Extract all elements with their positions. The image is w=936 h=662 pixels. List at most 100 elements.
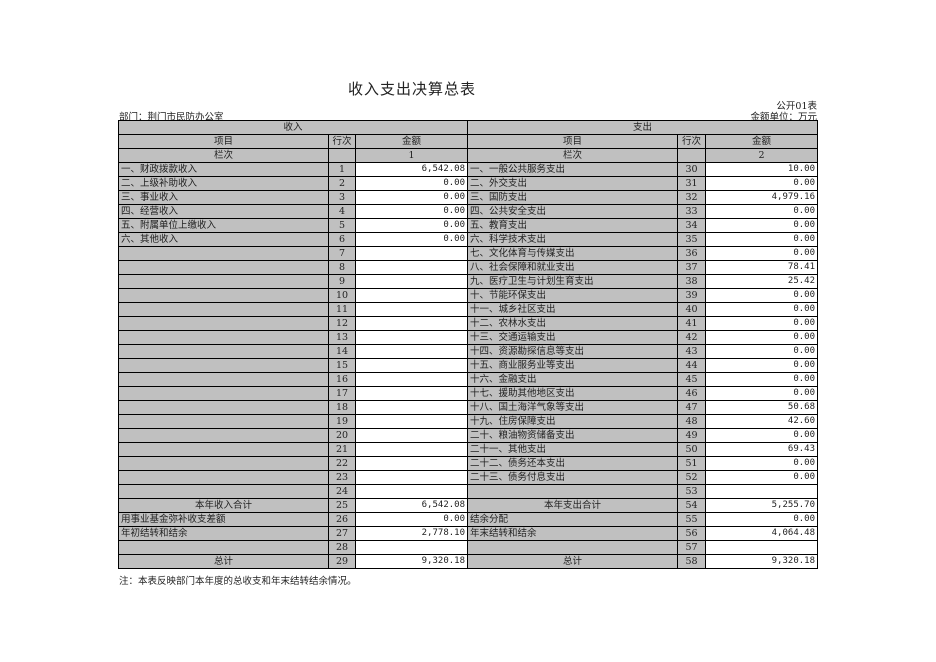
income-item: [118, 540, 329, 555]
income-amount: [355, 260, 468, 275]
income-item: [118, 260, 329, 275]
expense-column-number: 2: [705, 148, 818, 163]
table-row: 12 十二、农林水支出 41 0.00: [118, 316, 818, 331]
expense-amount: 50.68: [705, 400, 818, 415]
expense-amount: 0.00: [705, 204, 818, 219]
income-row-no: 5: [328, 218, 356, 233]
income-row-no: 18: [328, 400, 356, 415]
income-amount: [355, 400, 468, 415]
table-row: 21 二十一、其他支出 50 69.43: [118, 442, 818, 457]
expense-amount: 69.43: [705, 442, 818, 457]
expense-amount: 0.00: [705, 372, 818, 387]
expense-item: 五、教育支出: [467, 218, 678, 233]
income-amount: 0.00: [355, 218, 468, 233]
column-header-row: 项目 行次 金额 项目 行次 金额: [118, 134, 818, 149]
expense-row-no: 50: [677, 442, 706, 457]
expense-item: 本年支出合计: [467, 498, 678, 513]
table-row: 10 十、节能环保支出 39 0.00: [118, 288, 818, 303]
income-section-header: 收入: [118, 120, 468, 135]
income-item: 二、上级补助收入: [118, 176, 329, 191]
expense-item: 十七、援助其他地区支出: [467, 386, 678, 401]
expense-item: 十八、国土海洋气象等支出: [467, 400, 678, 415]
income-row-no: 7: [328, 246, 356, 261]
income-item: 三、事业收入: [118, 190, 329, 205]
income-row-no: 13: [328, 330, 356, 345]
expense-row-no: 32: [677, 190, 706, 205]
income-row-no: 3: [328, 190, 356, 205]
table-row: 24 53: [118, 484, 818, 499]
expense-row-no: 40: [677, 302, 706, 317]
table-row: 本年收入合计 25 6,542.08 本年支出合计 54 5,255.70: [118, 498, 818, 513]
income-column-blank: [328, 148, 356, 163]
expense-column-blank: [677, 148, 706, 163]
expense-row-no: 56: [677, 526, 706, 541]
income-amount: [355, 246, 468, 261]
income-amount: [355, 470, 468, 485]
expense-amount: 10.00: [705, 162, 818, 177]
income-item: [118, 344, 329, 359]
table-row: 六、其他收入 6 0.00 六、科学技术支出 35 0.00: [118, 232, 818, 247]
income-row-no: 12: [328, 316, 356, 331]
expense-row-no: 53: [677, 484, 706, 499]
expense-amount: 42.60: [705, 414, 818, 429]
income-amount: [355, 414, 468, 429]
expense-item: 八、社会保障和就业支出: [467, 260, 678, 275]
expense-amount-header: 金额: [705, 134, 818, 149]
expense-row-no: 43: [677, 344, 706, 359]
income-amount: 9,320.18: [355, 554, 468, 569]
table-row: 18 十八、国土海洋气象等支出 47 50.68: [118, 400, 818, 415]
income-row-no: 10: [328, 288, 356, 303]
table-row: 五、附属单位上缴收入 5 0.00 五、教育支出 34 0.00: [118, 218, 818, 233]
expense-row-no: 42: [677, 330, 706, 345]
income-amount: 0.00: [355, 512, 468, 527]
expense-row-no: 48: [677, 414, 706, 429]
income-amount: [355, 428, 468, 443]
income-row-no: 16: [328, 372, 356, 387]
expense-item: 二十一、其他支出: [467, 442, 678, 457]
income-amount: 0.00: [355, 232, 468, 247]
income-row-no: 21: [328, 442, 356, 457]
expense-item: 十、节能环保支出: [467, 288, 678, 303]
income-item: 四、经营收入: [118, 204, 329, 219]
budget-summary-table: 收入 支出 项目 行次 金额 项目 行次 金额 栏次 1 栏次 2 一、财政拨款…: [118, 120, 818, 569]
expense-amount: 0.00: [705, 344, 818, 359]
table-row: 三、事业收入 3 0.00 三、国防支出 32 4,979.16: [118, 190, 818, 205]
expense-amount: 0.00: [705, 316, 818, 331]
income-item: 五、附属单位上缴收入: [118, 218, 329, 233]
expense-row-no: 58: [677, 554, 706, 569]
income-amount: 6,542.08: [355, 162, 468, 177]
income-amount: [355, 442, 468, 457]
income-item: 年初结转和结余: [118, 526, 329, 541]
income-amount: [355, 274, 468, 289]
expense-amount: [705, 484, 818, 499]
income-item: [118, 400, 329, 415]
table-row: 7 七、文化体育与传媒支出 36 0.00: [118, 246, 818, 261]
table-row: 22 二十二、债务还本支出 51 0.00: [118, 456, 818, 471]
income-amount: 2,778.10: [355, 526, 468, 541]
table-row: 8 八、社会保障和就业支出 37 78.41: [118, 260, 818, 275]
table-row: 28 57: [118, 540, 818, 555]
income-amount: [355, 484, 468, 499]
income-row-no: 15: [328, 358, 356, 373]
expense-item: [467, 540, 678, 555]
expense-item-header: 项目: [467, 134, 678, 149]
form-code: 公开01表: [776, 101, 817, 112]
income-row-no: 14: [328, 344, 356, 359]
table-row: 年初结转和结余 27 2,778.10 年末结转和结余 56 4,064.48: [118, 526, 818, 541]
table-row: 15 十五、商业服务业等支出 44 0.00: [118, 358, 818, 373]
expense-item: 一、一般公共服务支出: [467, 162, 678, 177]
table-row: 23 二十三、债务付息支出 52 0.00: [118, 470, 818, 485]
income-row-no: 26: [328, 512, 356, 527]
table-row: 9 九、医疗卫生与计划生育支出 38 25.42: [118, 274, 818, 289]
expense-row-no: 34: [677, 218, 706, 233]
expense-item: 十一、城乡社区支出: [467, 302, 678, 317]
page-title: 收入支出决算总表: [347, 80, 476, 98]
expense-row-no: 39: [677, 288, 706, 303]
income-row-no: 1: [328, 162, 356, 177]
income-item: [118, 274, 329, 289]
income-amount: [355, 316, 468, 331]
income-amount: 0.00: [355, 204, 468, 219]
income-amount: [355, 540, 468, 555]
income-item: 用事业基金弥补收支差额: [118, 512, 329, 527]
expense-amount: 78.41: [705, 260, 818, 275]
